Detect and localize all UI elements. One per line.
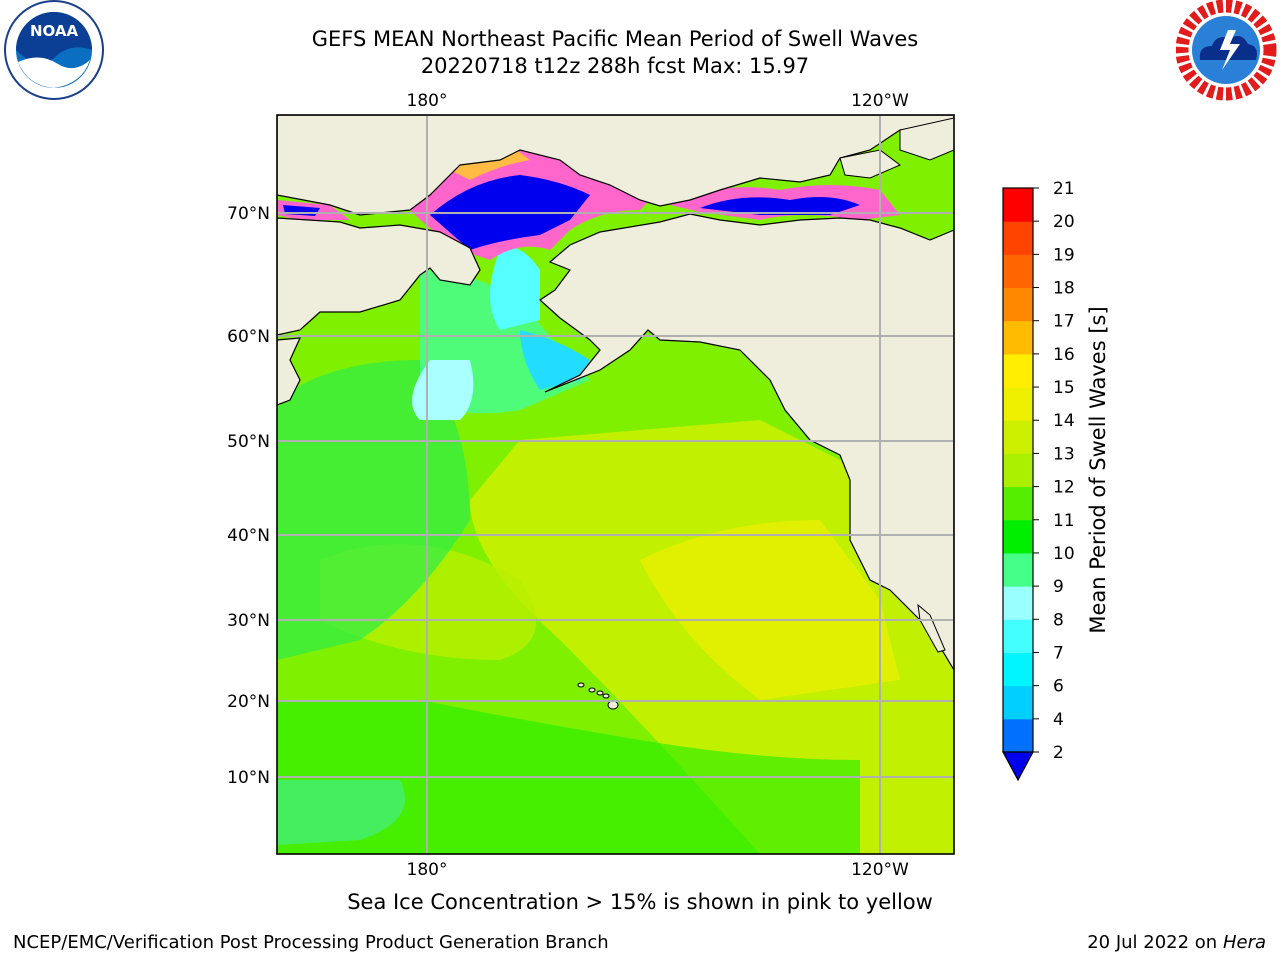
colorbar-band xyxy=(1003,652,1033,687)
noaa-logo: NOAA xyxy=(4,0,104,100)
colorbar-tick-label: 6 xyxy=(1053,677,1064,697)
colorbar-band xyxy=(1003,188,1033,222)
colorbar-tick-label: 11 xyxy=(1053,511,1075,531)
generation-date: 20 Jul 2022 on xyxy=(1087,932,1218,953)
colorbar-band xyxy=(1003,718,1033,753)
lat-tick-50n: 50°N xyxy=(227,432,270,452)
noaa-logo-text: NOAA xyxy=(30,22,79,40)
generation-stamp: 20 Jul 2022 on Hera xyxy=(1087,932,1266,953)
colorbar-band xyxy=(1003,586,1033,620)
generation-host: Hera xyxy=(1222,932,1266,953)
colorbar-band xyxy=(1003,287,1033,322)
lat-tick-60n: 60°N xyxy=(227,327,270,347)
colorbar-tick-label: 20 xyxy=(1053,212,1075,232)
lat-tick-20n: 20°N xyxy=(227,692,270,712)
colorbar-band xyxy=(1003,519,1033,554)
colorbar-tick-label: 10 xyxy=(1053,544,1075,564)
map-subtitle: 20220718 t12z 288h fcst Max: 15.97 xyxy=(420,54,810,78)
colorbar-tick-label: 14 xyxy=(1053,411,1075,431)
credit-line: NCEP/EMC/Verification Post Processing Pr… xyxy=(13,932,609,953)
nws-logo xyxy=(1176,0,1277,101)
colorbar-frame xyxy=(1002,187,1034,753)
lon-tick-bottom-180: 180° xyxy=(407,860,448,880)
colorbar-tick-label: 9 xyxy=(1053,577,1064,597)
colorbar-label: Mean Period of Swell Waves [s] xyxy=(1086,306,1110,633)
lat-tick-30n: 30°N xyxy=(227,611,270,631)
colorbar-band xyxy=(1003,353,1033,388)
colorbar-band xyxy=(1003,221,1033,255)
colorbar-band xyxy=(1003,320,1033,355)
lon-tick-top-180: 180° xyxy=(407,91,448,111)
colorbar-tick-label: 16 xyxy=(1053,345,1075,365)
colorbar-band xyxy=(1003,552,1033,587)
colorbar-tick-label: 12 xyxy=(1053,478,1075,498)
colorbar-tick-label: 2 xyxy=(1053,743,1064,763)
colorbar-band xyxy=(1003,685,1033,720)
colorbar-band xyxy=(1003,254,1033,289)
colorbar-band xyxy=(1003,486,1033,521)
colorbar-tick-label: 7 xyxy=(1053,643,1064,663)
colorbar-tick-label: 18 xyxy=(1053,279,1075,299)
colorbar-band xyxy=(1003,420,1033,454)
colorbar-band xyxy=(1003,453,1033,488)
colorbar-tick-label: 8 xyxy=(1053,610,1064,630)
sea-ice-note: Sea Ice Concentration > 15% is shown in … xyxy=(347,890,933,914)
colorbar-tick-label: 21 xyxy=(1053,179,1075,199)
lat-tick-70n: 70°N xyxy=(227,204,270,224)
lon-tick-top-120w: 120°W xyxy=(851,91,909,111)
colorbar-band xyxy=(1003,387,1033,421)
colorbar-under-triangle xyxy=(1001,751,1035,782)
colorbar-tick-label: 15 xyxy=(1053,378,1075,398)
colorbar-tick-label: 19 xyxy=(1053,245,1075,265)
colorbar-tick-label: 4 xyxy=(1053,710,1064,730)
lon-tick-bottom-120w: 120°W xyxy=(851,860,909,880)
colorbar-tick-label: 13 xyxy=(1053,444,1075,464)
map-title: GEFS MEAN Northeast Pacific Mean Period … xyxy=(311,27,919,51)
graticule xyxy=(277,115,954,854)
lat-tick-40n: 40°N xyxy=(227,526,270,546)
hawaii-islands xyxy=(577,682,619,710)
colorbar-band xyxy=(1003,619,1033,653)
colorbar-tick-label: 17 xyxy=(1053,312,1075,332)
map-frame xyxy=(276,114,955,855)
lat-tick-10n: 10°N xyxy=(227,768,270,788)
